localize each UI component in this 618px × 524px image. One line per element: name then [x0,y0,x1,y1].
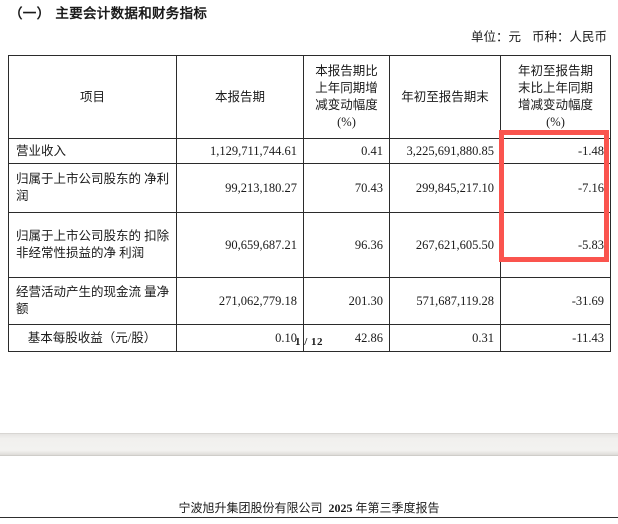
table-row: 营业收入 1,129,711,744.61 0.41 3,225,691,880… [8,138,611,164]
cell-current-period: 90,659,687.21 [176,212,304,278]
cell-current-period: 99,213,180.27 [176,163,304,213]
footer-report-label: 年第三季度报告 [352,501,440,515]
page-seam-divider [0,433,618,456]
footer-rule [0,517,618,518]
cell-ytd: 299,845,217.10 [389,163,501,213]
table-header-row: 项目 本报告期 本报告期比 上年同期增 减变动幅度 (%) 年初至报告期末 年初… [8,55,611,139]
footer-company-name: 宁波旭升集团股份有限公司 [178,501,323,515]
table-row: 基本每股收益（元/股） 0.10 42.86 0.31 -11.43 [8,324,611,352]
section-title: （一） 主要会计数据和财务指标 [9,6,208,22]
footer-text: 宁波旭升集团股份有限公司 2025 年第三季度报告 [0,499,618,516]
cell-ytd: 267,621,605.50 [389,212,501,278]
cell-ytd: 571,687,119.28 [389,277,501,325]
cell-current-change: 70.43 [303,163,390,213]
table-row: 归属于上市公司股东的 净利润 99,213,180.27 70.43 299,8… [8,163,611,213]
page-number: 1 / 12 [294,336,324,348]
cell-ytd-change: -11.43 [500,324,611,352]
header-cell-item: 项目 [8,55,177,139]
financial-table: 项目 本报告期 本报告期比 上年同期增 减变动幅度 (%) 年初至报告期末 年初… [8,55,611,352]
currency-label: 币种：人民币 [531,30,607,44]
cell-current-change: 0.41 [303,138,390,164]
table-row: 经营活动产生的现金流 量净额 271,062,779.18 201.30 571… [8,277,611,325]
cell-ytd: 0.31 [389,324,501,352]
row-label-basic-eps: 基本每股收益（元/股） [8,324,177,352]
cell-current-change: 201.30 [303,277,390,325]
row-label-net-profit: 归属于上市公司股东的 净利润 [8,163,177,213]
header-cell-current-period: 本报告期 [176,55,304,139]
header-cell-ytd: 年初至报告期末 [389,55,501,139]
header-cell-ytd-change: 年初至报告期 末比上年同期 增减变动幅度 (%) [500,55,611,139]
cell-current-change: 96.36 [303,212,390,278]
cell-current-period: 0.10 [176,324,304,352]
unit-label: 单位：元 [470,30,521,44]
row-label-revenue: 营业收入 [8,138,177,164]
footer-year: 2025 [328,501,353,515]
cell-ytd-change: -7.16 [500,163,611,213]
financial-table-container: 项目 本报告期 本报告期比 上年同期增 减变动幅度 (%) 年初至报告期末 年初… [8,55,611,352]
cell-ytd-change: -5.83 [500,212,611,278]
cell-ytd: 3,225,691,880.85 [389,138,501,164]
cell-ytd-change: -31.69 [500,277,611,325]
cell-current-period: 271,062,779.18 [176,277,304,325]
row-label-deducted-net-profit: 归属于上市公司股东的 扣除非经常性损益的净 利润 [8,212,177,278]
unit-currency-line: 单位：元 币种：人民币 [471,26,607,45]
cell-current-period: 1,129,711,744.61 [176,138,304,164]
header-cell-current-change: 本报告期比 上年同期增 减变动幅度 (%) [303,55,390,139]
table-row: 归属于上市公司股东的 扣除非经常性损益的净 利润 90,659,687.21 9… [8,212,611,278]
cell-ytd-change: -1.48 [500,138,611,164]
row-label-operating-cashflow: 经营活动产生的现金流 量净额 [8,277,177,325]
